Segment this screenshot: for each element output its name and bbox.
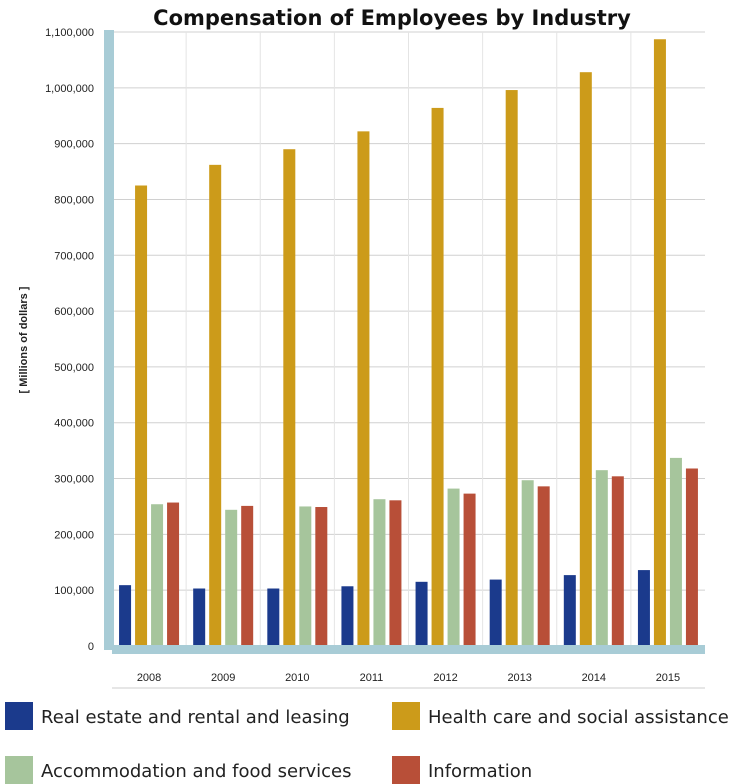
bar [267,588,280,646]
bar [299,506,312,646]
x-tick-label: 2015 [656,672,680,684]
x-gridlines [185,32,632,646]
chart-title: Compensation of Employees by Industry [153,6,631,30]
x-tick-label: 2014 [582,672,606,684]
bar [193,588,206,646]
legend-swatch [5,702,33,730]
bar [415,581,428,646]
bar [167,502,180,646]
y-axis-label: [ Millions of dollars ] [18,286,30,393]
bar [489,579,502,646]
legend-label: Information [428,761,532,782]
y-axis-bar [104,30,114,650]
y-tick-label: 0 [88,641,94,653]
bars [119,39,698,647]
y-tick-label: 700,000 [54,250,94,262]
x-tick-label: 2009 [211,672,235,684]
legend-label: Real estate and rental and leasing [41,707,350,728]
bar [315,507,328,646]
bar [225,509,238,646]
bar [341,586,354,646]
legend-label: Accommodation and food services [41,761,352,782]
bar [563,575,576,646]
x-tick-label: 2012 [433,672,457,684]
bar [637,570,650,646]
bar [611,476,624,646]
y-tick-label: 400,000 [54,418,94,430]
y-tick-label: 500,000 [54,362,94,374]
y-tick-label: 900,000 [54,139,94,151]
legend-swatch [392,702,420,730]
y-tick-label: 600,000 [54,306,94,318]
bar [669,457,682,646]
bar [373,499,386,646]
bar [135,185,148,646]
x-tick-label: 2010 [285,672,309,684]
bar [241,505,254,646]
legend-label: Health care and social assistance [428,707,729,728]
bar [357,131,370,646]
legend-swatch [5,756,33,784]
x-axis-bar [112,645,705,654]
bar [151,504,164,646]
bar [463,493,476,646]
bar [685,468,698,646]
y-tick-label: 200,000 [54,529,94,541]
legend-swatch [392,756,420,784]
bar [389,500,402,646]
x-tick-label: 2008 [137,672,161,684]
y-tick-labels: 0 100,000 200,000 300,000 400,000 500,000 600,… [45,27,94,653]
bar [595,470,608,646]
x-tick-label: 2011 [360,672,384,684]
legend: Real estate and rental and leasing Health… [5,702,729,784]
bar [119,585,132,646]
bar [521,480,534,646]
bar [537,486,550,646]
bar [209,164,222,646]
bar [283,149,296,646]
y-tick-label: 800,000 [54,194,94,206]
bar [447,488,460,646]
bar [653,39,666,647]
y-tick-label: 1,100,000 [45,27,94,39]
bar [505,90,518,647]
x-tick-labels: 2008 2009 2010 2011 2012 2013 2014 2015 [112,672,705,689]
y-tick-label: 100,000 [54,585,94,597]
bar [579,72,592,647]
y-tick-label: 300,000 [54,474,94,486]
x-tick-label: 2013 [507,672,531,684]
y-tick-label: 1,000,000 [45,83,94,95]
bar [431,107,444,647]
